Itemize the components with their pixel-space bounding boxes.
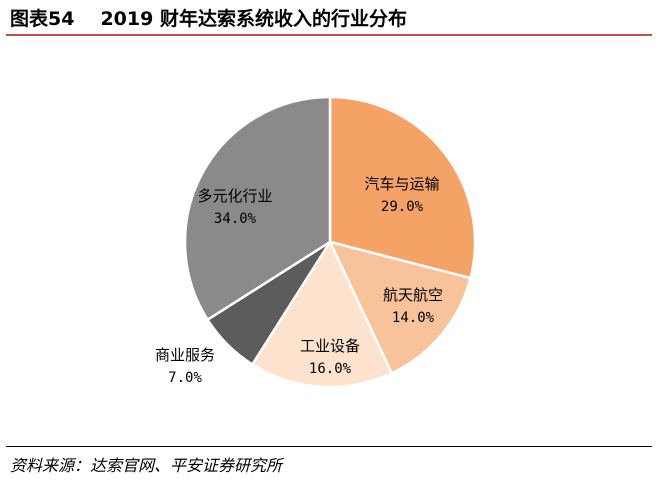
slice-label: 汽车与运输 [364,175,439,193]
slice-value-label: 16.0% [309,361,352,377]
slice-label: 多元化行业 [197,187,272,205]
pie-slice [183,95,332,322]
slice-value-label: 14.0% [392,310,435,326]
slice-value-label: 7.0% [168,370,202,386]
slice-value-label: 29.0% [381,199,424,215]
title-divider [6,34,652,36]
pie-slices [183,95,477,389]
pie-labels: 汽车与运输 29.0% 航天航空 14.0% 工业设备 16.0% 商业服务 7.0% 多元化行… [155,175,443,386]
slice-value-label: 34.0% [214,211,257,227]
figure-title: 2019 财年达索系统收入的行业分布 [100,8,407,30]
pie-slice [328,95,477,280]
pie-slice [327,240,472,375]
chart-title: 图表54 2019 财年达索系统收入的行业分布 [10,4,407,31]
pie-slice [250,239,394,389]
figure-number: 图表54 [10,8,75,30]
source-note: 资料来源：达索官网、平安证券研究所 [10,456,283,475]
slice-label: 商业服务 [155,346,215,364]
slice-label: 工业设备 [300,337,360,355]
footer-divider [6,446,652,447]
slice-label: 航天航空 [383,286,443,304]
